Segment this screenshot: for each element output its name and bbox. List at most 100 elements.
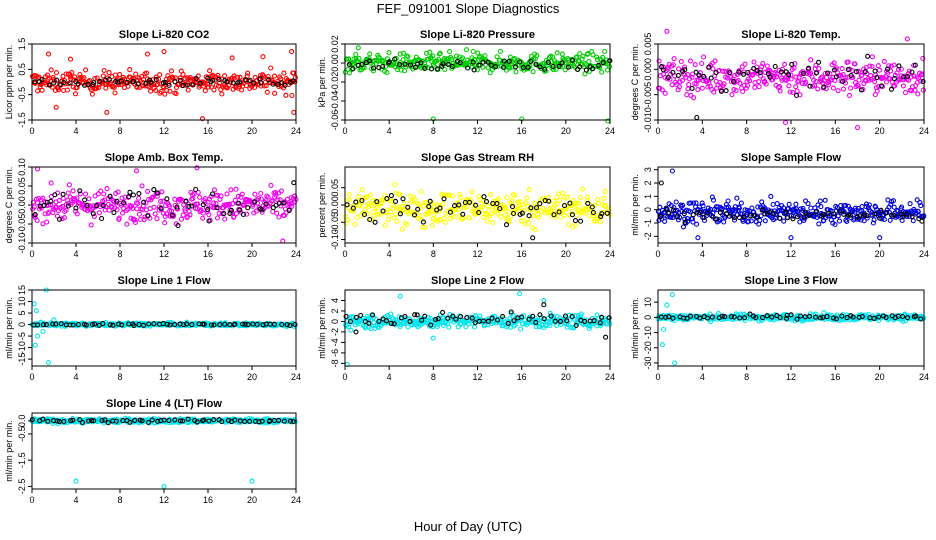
data-point — [432, 316, 439, 322]
data-point — [786, 201, 792, 207]
data-point — [586, 59, 592, 65]
data-point — [506, 209, 512, 215]
data-point — [699, 85, 705, 91]
data-point — [466, 199, 473, 205]
data-point — [712, 58, 718, 64]
x-tick-label: 8 — [431, 372, 436, 382]
data-point — [414, 201, 420, 207]
x-tick-label: 12 — [472, 249, 482, 259]
data-point — [361, 211, 368, 218]
data-point — [161, 417, 167, 423]
data-point — [568, 324, 574, 330]
data-point — [40, 322, 47, 328]
data-point — [211, 87, 217, 93]
data-point — [51, 80, 57, 86]
x-tick-label: 0 — [29, 495, 34, 505]
x-tick-label: 4 — [700, 249, 705, 259]
data-point — [235, 74, 241, 80]
data-point — [541, 297, 547, 304]
data-point — [45, 418, 51, 424]
data-point — [86, 418, 92, 424]
x-tick-label: 24 — [291, 126, 301, 136]
data-point — [840, 71, 846, 78]
data-point — [682, 67, 688, 73]
data-point — [876, 67, 883, 73]
data-point — [195, 189, 201, 195]
data-point — [501, 58, 507, 64]
data-point — [226, 201, 232, 207]
data-point — [145, 213, 151, 219]
data-point — [686, 82, 692, 88]
data-point — [578, 218, 584, 224]
data-point — [745, 69, 751, 76]
data-point — [694, 221, 700, 227]
data-point — [666, 314, 672, 320]
data-point — [904, 36, 910, 42]
x-tick-label: 16 — [203, 495, 213, 505]
data-point — [263, 83, 269, 89]
data-point — [816, 66, 822, 72]
data-point — [602, 188, 608, 194]
y-tick-label: -0.10 — [17, 233, 27, 254]
data-point — [104, 186, 110, 192]
data-point — [590, 209, 596, 216]
data-point — [692, 62, 698, 68]
data-point — [861, 212, 868, 218]
data-point — [232, 417, 238, 423]
data-point — [872, 68, 878, 74]
data-point — [127, 189, 133, 195]
data-point — [456, 202, 462, 208]
data-point — [480, 64, 486, 70]
data-point — [222, 216, 228, 222]
data-point — [916, 216, 922, 222]
data-point — [217, 322, 223, 328]
data-point — [72, 74, 78, 80]
y-tick-label: -8 — [330, 359, 340, 367]
data-point — [606, 318, 612, 324]
data-point — [279, 321, 285, 328]
data-point — [793, 84, 799, 90]
data-point — [508, 309, 514, 315]
data-point — [428, 208, 434, 214]
data-point — [247, 77, 253, 84]
data-point — [840, 86, 847, 92]
data-point — [737, 80, 743, 86]
data-point — [355, 45, 361, 51]
data-point — [500, 64, 507, 70]
data-point — [44, 219, 50, 225]
data-point — [127, 419, 133, 425]
data-point — [697, 315, 703, 321]
data-point — [447, 49, 453, 55]
data-point — [773, 74, 780, 80]
x-tick-label: 8 — [744, 126, 749, 136]
data-point — [891, 204, 897, 210]
data-point — [873, 204, 879, 210]
data-point — [75, 321, 81, 328]
x-tick-label: 24 — [291, 372, 301, 382]
data-point — [852, 61, 858, 67]
data-point — [807, 70, 814, 76]
data-point — [177, 418, 184, 424]
data-point — [260, 322, 266, 328]
data-point — [161, 49, 167, 55]
data-point — [803, 79, 809, 85]
data-point — [359, 199, 365, 205]
x-tick-label: 12 — [786, 372, 796, 382]
data-point — [868, 76, 874, 82]
data-point — [189, 322, 195, 328]
data-point — [148, 88, 154, 94]
data-point — [511, 318, 517, 324]
data-point — [201, 417, 207, 423]
data-point — [844, 218, 850, 225]
data-point — [744, 207, 750, 213]
data-point — [152, 211, 158, 217]
data-point — [599, 69, 605, 75]
data-point — [816, 59, 822, 65]
data-point — [460, 211, 466, 217]
data-point — [871, 315, 877, 321]
data-point — [794, 316, 800, 322]
y-tick-label: 0 — [643, 315, 653, 320]
data-point — [346, 56, 352, 62]
data-point — [541, 302, 547, 308]
